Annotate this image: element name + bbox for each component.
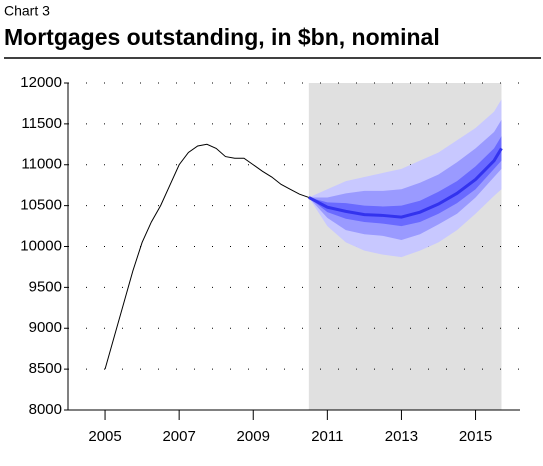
y-tick-label: 8000	[29, 401, 62, 418]
y-tick-label: 10000	[20, 237, 62, 254]
chart-label: Chart 3	[4, 3, 50, 19]
y-tick-label: 8500	[29, 360, 62, 377]
y-tick-label: 12000	[20, 74, 62, 91]
y-tick-label: 10500	[20, 197, 62, 214]
x-tick-label: 2013	[385, 428, 418, 445]
y-tick-label: 11000	[21, 156, 62, 173]
x-tick-label: 2011	[311, 428, 343, 445]
chart-title: Mortgages outstanding, in $bn, nominal	[4, 24, 440, 50]
x-tick-label: 2005	[88, 428, 121, 445]
history-line	[104, 143, 309, 370]
fan-band	[308, 136, 502, 227]
x-tick-label: 2009	[237, 428, 270, 445]
x-tick-label: 2007	[162, 428, 195, 445]
y-tick-label: 9500	[29, 278, 62, 295]
y-tick-label: 11500	[21, 115, 62, 132]
central-projection	[308, 147, 503, 219]
x-tick-label: 2015	[459, 428, 492, 445]
y-tick-label: 9000	[29, 319, 62, 336]
